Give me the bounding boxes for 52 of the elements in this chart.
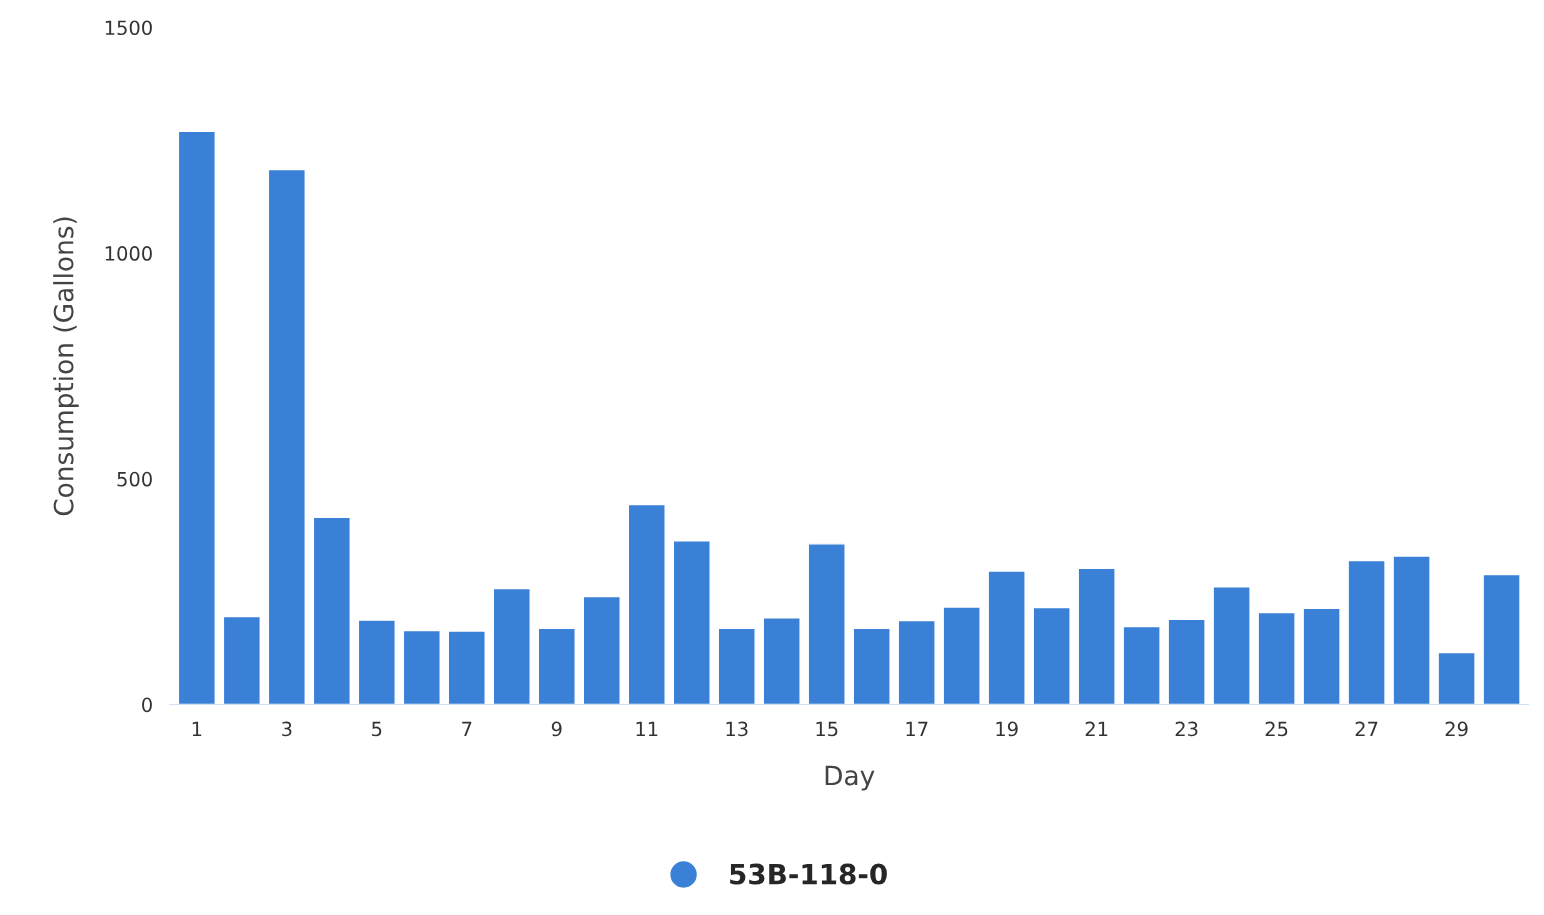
bar	[1302, 607, 1341, 705]
bar	[807, 543, 846, 705]
x-tick-label: 25	[1265, 721, 1288, 737]
legend-label: 53B-118-0	[730, 863, 887, 885]
bar	[1392, 555, 1431, 705]
y-tick-label: 1000	[105, 246, 152, 261]
x-tick-label: 3	[282, 721, 292, 737]
x-tick-label: 1	[192, 721, 202, 736]
bar	[852, 627, 891, 705]
x-tick-label: 21	[1085, 721, 1108, 736]
bar	[537, 627, 576, 705]
bar	[987, 570, 1026, 705]
y-axis-title: Consumption (Gallons)	[53, 217, 79, 516]
bar	[582, 595, 621, 705]
x-tick-label: 27	[1355, 721, 1378, 736]
bar	[1212, 586, 1251, 705]
bar	[1077, 567, 1116, 705]
x-tick-label: 17	[906, 721, 928, 736]
bar	[312, 516, 351, 705]
y-tick-label: 0	[142, 697, 152, 713]
bar	[1032, 606, 1071, 705]
x-tick-label: 15	[816, 721, 838, 737]
bar	[402, 629, 441, 705]
bar	[267, 168, 306, 705]
y-tick-label: 500	[117, 471, 152, 487]
bar	[1122, 625, 1161, 705]
bar	[1482, 573, 1521, 705]
bar	[1257, 611, 1296, 705]
x-tick-label: 23	[1175, 721, 1198, 737]
bar	[357, 619, 396, 705]
x-tick-label: 19	[996, 721, 1018, 737]
bar	[1167, 618, 1206, 705]
x-tick-label: 29	[1445, 721, 1468, 737]
bar	[897, 619, 936, 705]
x-axis-title: Day	[825, 765, 875, 791]
bar	[1437, 651, 1476, 705]
bar	[177, 130, 216, 705]
x-tick-label: 7	[462, 721, 472, 736]
x-tick-label: 5	[372, 721, 382, 737]
bar	[492, 587, 531, 705]
bar	[717, 627, 756, 705]
bar	[942, 606, 981, 705]
x-tick-label: 13	[726, 721, 748, 737]
bar	[222, 615, 261, 705]
x-tick-label: 11	[636, 721, 658, 736]
bar	[762, 617, 801, 705]
bar	[672, 539, 711, 705]
bar	[627, 503, 666, 705]
x-tick-label: 9	[551, 721, 562, 737]
y-tick-label: 1500	[105, 20, 152, 36]
bar	[1347, 559, 1386, 705]
bar	[447, 630, 486, 705]
